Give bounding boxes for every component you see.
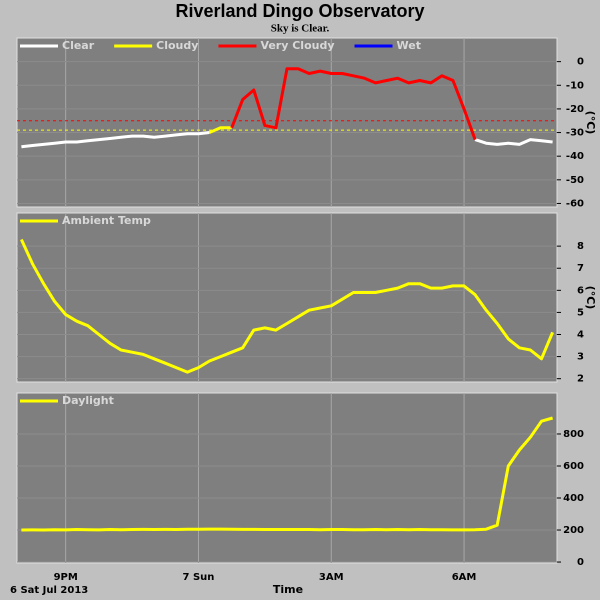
y-axis-label: (°C) [584, 286, 597, 310]
y-tick-label: -50 [566, 175, 584, 186]
y-tick-label: -10 [566, 80, 584, 91]
y-tick-label: -40 [566, 151, 584, 162]
y-tick-label: 200 [563, 525, 584, 536]
chart-title: Riverland Dingo Observatory [175, 1, 424, 21]
y-tick-label: 7 [577, 263, 584, 274]
y-tick-label: -20 [566, 104, 584, 115]
y-tick-label: 2 [577, 374, 584, 385]
x-tick-label: 3AM [319, 572, 344, 583]
legend-label: Cloudy [156, 39, 198, 52]
legend-label: Very Cloudy [260, 39, 334, 52]
y-tick-label: 0 [577, 557, 584, 568]
legend-label: Ambient Temp [62, 214, 151, 227]
legend-label: Wet [397, 39, 421, 52]
y-tick-label: 0 [577, 57, 584, 68]
series-line [20, 238, 554, 374]
date-label: 6 Sat Jul 2013 [10, 585, 88, 596]
y-tick-label: 4 [577, 330, 584, 341]
y-tick-label: 800 [563, 429, 584, 440]
panel [16, 392, 558, 564]
series-line [474, 138, 553, 146]
series-line [230, 67, 477, 141]
series-line [208, 126, 232, 134]
y-tick-label: -60 [566, 198, 584, 209]
legend-label: Daylight [62, 394, 114, 407]
panel [16, 37, 558, 208]
y-tick-label: 5 [577, 307, 584, 318]
y-tick-label: 400 [563, 493, 584, 504]
y-tick-label: -30 [566, 128, 584, 139]
x-tick-label: 9PM [54, 572, 78, 583]
series-line [21, 416, 554, 532]
y-tick-label: 6 [577, 285, 584, 296]
x-axis-label: Time [273, 583, 303, 596]
subtitle: Sky is Clear. [271, 23, 330, 35]
y-tick-label: 600 [563, 461, 584, 472]
y-tick-label: 3 [577, 352, 584, 363]
x-tick-label: 7 Sun [183, 572, 215, 583]
y-axis-label: (°C) [584, 111, 597, 135]
y-tick-label: 8 [577, 241, 584, 252]
series-line [21, 131, 210, 149]
x-tick-label: 6AM [452, 572, 477, 583]
panel [16, 212, 558, 383]
legend-label: Clear [62, 39, 95, 52]
